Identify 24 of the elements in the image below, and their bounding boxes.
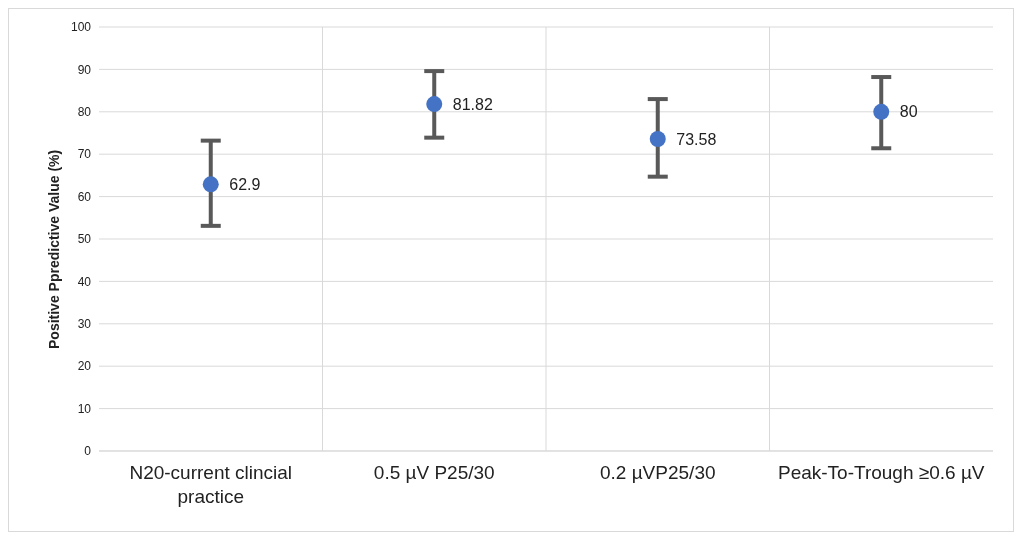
y-tick-label: 0 (84, 444, 92, 459)
y-tick-label: 100 (70, 20, 92, 35)
point (649, 131, 666, 148)
y-tick-label: 30 (77, 317, 92, 332)
x-tick-label: N20-current clincial practice (129, 462, 293, 507)
x-tick-label: 0.5 µV P25/30 (373, 462, 495, 483)
y-tick-label: 10 (77, 401, 92, 416)
data-label: 62.9 (229, 175, 261, 193)
y-tick-label: 70 (77, 147, 92, 162)
x-tick-label: Peak-To-Trough ≥0.6 µV (777, 462, 985, 483)
y-tick-label: 80 (77, 105, 92, 120)
y-tick-label: 40 (77, 274, 92, 289)
data-label: 80 (899, 103, 918, 121)
y-tick-label: 90 (77, 62, 92, 77)
y-axis-title: Positive Ppredictive Value (%) (45, 149, 62, 349)
y-tick-label: 20 (77, 359, 92, 374)
point (202, 176, 219, 193)
y-tick-label: 60 (77, 189, 92, 204)
data-label: 81.82 (452, 95, 493, 113)
data-label: 73.58 (676, 130, 717, 148)
x-tick-label: 0.2 µVP25/30 (599, 462, 716, 483)
y-tick-label: 50 (77, 232, 92, 247)
point (426, 96, 443, 113)
point (873, 103, 890, 120)
